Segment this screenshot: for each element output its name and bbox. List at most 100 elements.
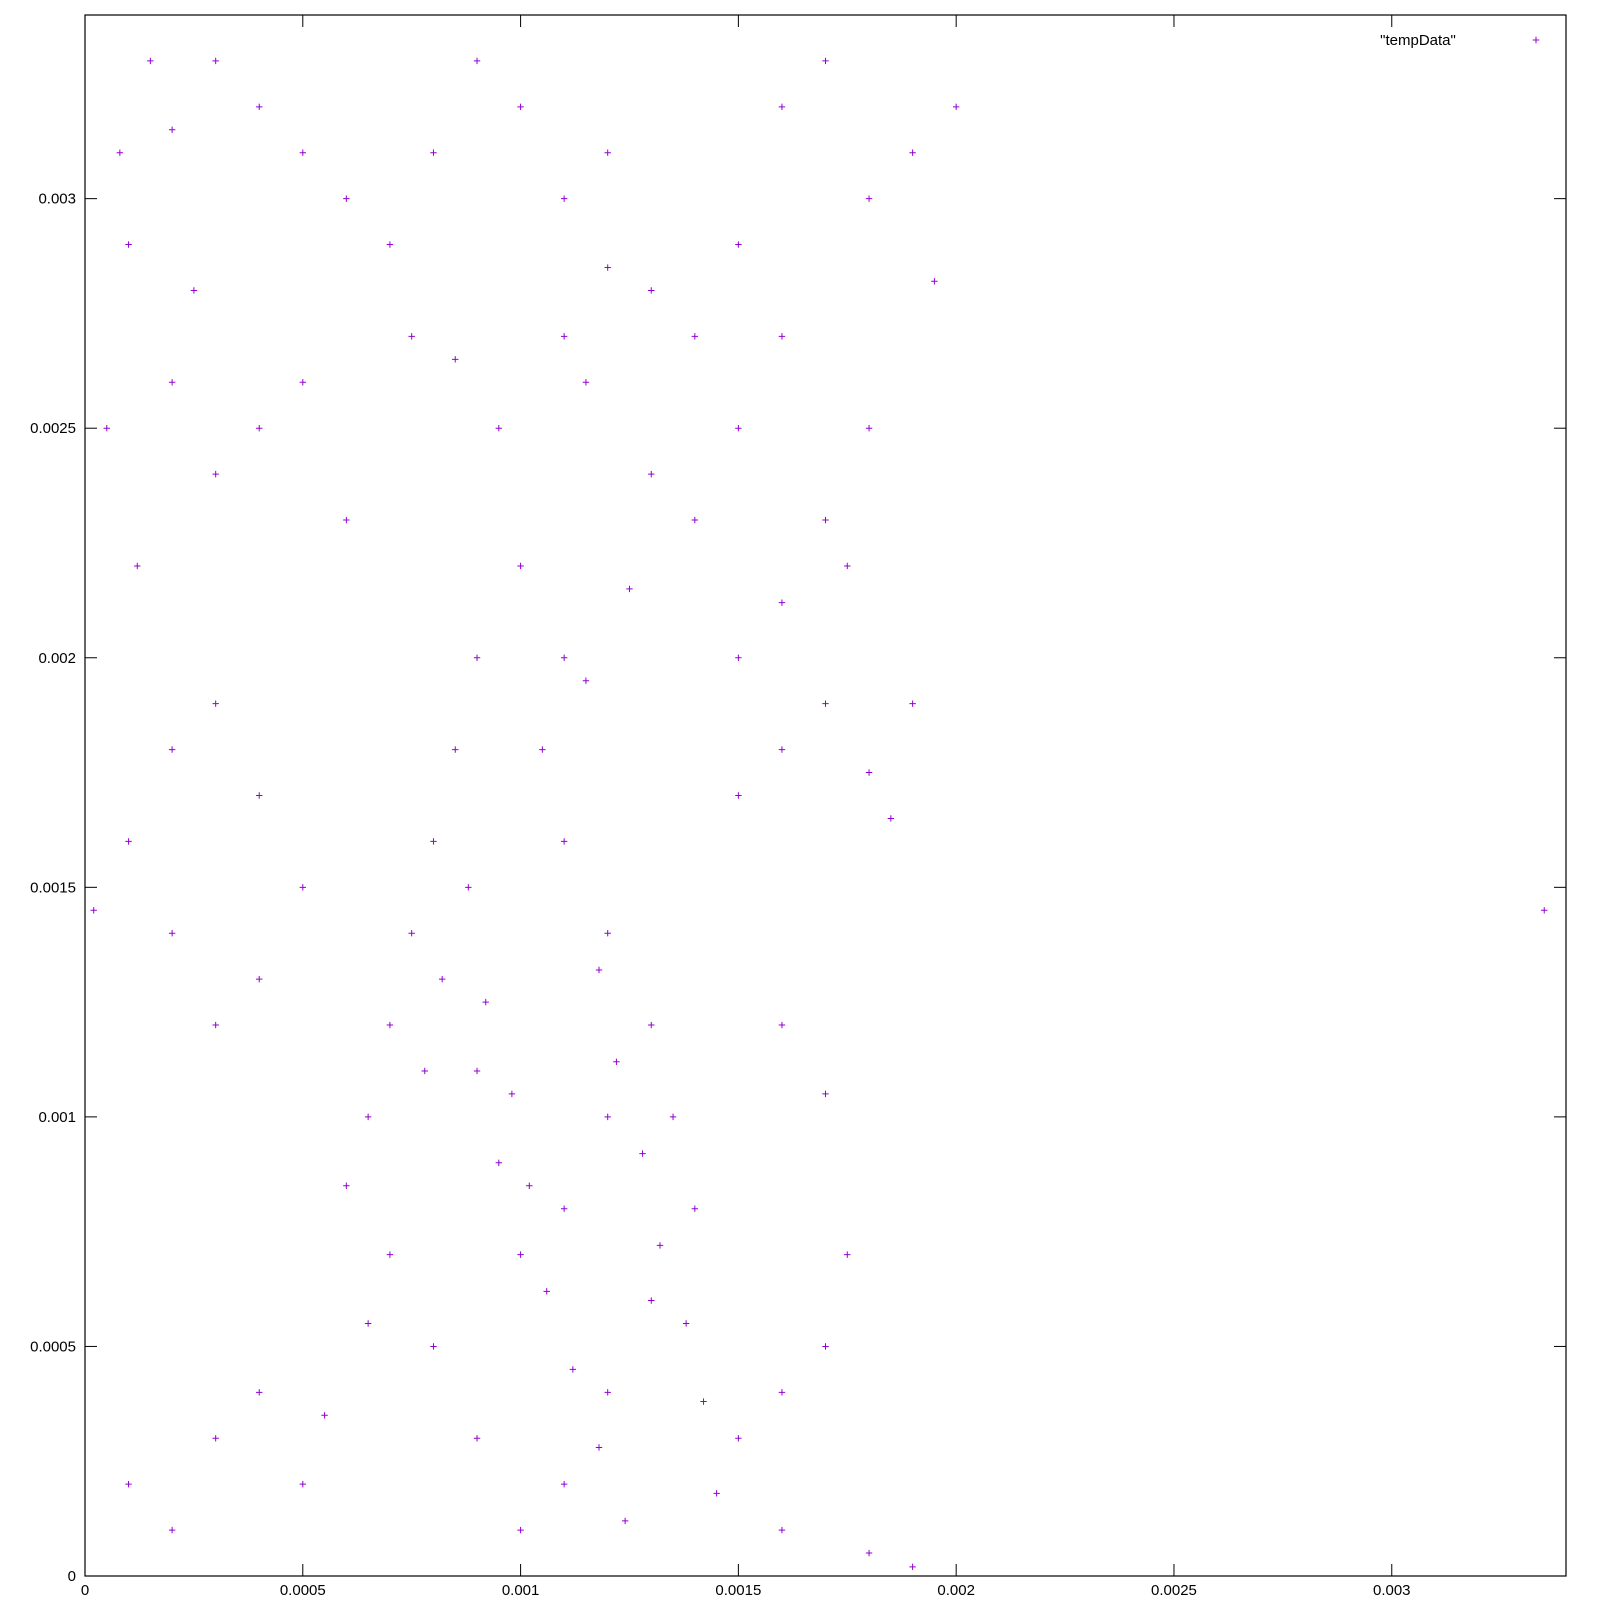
data-point xyxy=(735,792,742,799)
data-point xyxy=(256,425,263,432)
data-point xyxy=(90,907,97,914)
data-point xyxy=(648,1021,655,1029)
y-tick-label: 0 xyxy=(68,1568,76,1585)
data-point xyxy=(822,1343,829,1350)
x-tick-label: 0.0025 xyxy=(1151,1582,1197,1599)
data-point xyxy=(103,425,110,432)
data-point xyxy=(713,1490,720,1497)
data-point xyxy=(386,1251,394,1258)
data-point xyxy=(865,195,873,202)
y-tick-label: 0.003 xyxy=(38,191,76,208)
data-point xyxy=(669,1113,677,1121)
data-point xyxy=(517,562,524,570)
y-tick-label: 0.0025 xyxy=(30,420,76,437)
data-point xyxy=(952,103,960,111)
data-point xyxy=(560,1205,568,1212)
data-point xyxy=(604,149,611,156)
data-point xyxy=(526,1182,533,1189)
data-point xyxy=(560,838,568,845)
data-point xyxy=(256,792,263,799)
y-tick-label: 0.0015 xyxy=(30,879,76,896)
data-point xyxy=(125,838,132,845)
data-point xyxy=(582,677,590,684)
data-points xyxy=(90,57,1548,1571)
data-point xyxy=(560,195,568,202)
data-point xyxy=(125,241,132,248)
data-point xyxy=(517,1526,524,1534)
data-point xyxy=(778,599,786,606)
x-tick-label: 0.0005 xyxy=(280,1582,326,1599)
data-point xyxy=(844,1251,851,1258)
data-point xyxy=(408,333,415,340)
x-tick-label: 0.002 xyxy=(937,1582,975,1599)
data-point xyxy=(386,241,394,248)
data-point xyxy=(822,57,829,65)
data-point xyxy=(604,1389,611,1396)
y-tick-label: 0.002 xyxy=(38,650,76,667)
data-point xyxy=(452,746,459,753)
data-point xyxy=(822,700,829,707)
legend: "tempData" xyxy=(1380,32,1540,49)
data-point xyxy=(212,57,219,65)
data-point xyxy=(865,1549,873,1557)
data-point xyxy=(613,1058,620,1065)
data-point xyxy=(865,769,873,776)
data-point xyxy=(604,1113,611,1121)
data-point xyxy=(473,1067,481,1075)
data-point xyxy=(595,1444,603,1451)
data-point xyxy=(430,149,437,156)
data-point xyxy=(778,746,786,753)
data-point xyxy=(212,700,219,707)
data-point xyxy=(299,1480,306,1488)
data-point xyxy=(543,1288,550,1295)
x-tick-label: 0.003 xyxy=(1373,1582,1411,1599)
x-tick-label: 0.001 xyxy=(502,1582,540,1599)
data-point xyxy=(865,425,873,432)
data-point xyxy=(452,356,459,363)
data-point xyxy=(430,1343,437,1350)
data-point xyxy=(539,746,546,753)
data-point xyxy=(909,1563,916,1571)
data-point xyxy=(168,1526,176,1534)
data-point xyxy=(168,379,176,386)
data-point xyxy=(604,930,611,937)
data-point xyxy=(626,585,633,593)
data-point xyxy=(604,264,611,271)
data-point xyxy=(778,333,786,340)
data-point xyxy=(343,195,350,202)
data-point xyxy=(321,1412,328,1419)
data-point xyxy=(386,1021,394,1029)
data-point xyxy=(473,654,481,661)
data-point xyxy=(256,975,263,983)
data-point xyxy=(508,1090,516,1098)
data-point xyxy=(682,1320,690,1327)
data-point xyxy=(430,838,437,845)
data-point xyxy=(822,516,829,524)
data-point xyxy=(778,1526,786,1534)
data-point xyxy=(190,287,198,294)
data-point xyxy=(256,1389,263,1396)
data-point xyxy=(569,1366,577,1373)
data-point xyxy=(212,1021,219,1029)
data-point xyxy=(691,516,699,524)
data-point xyxy=(299,149,306,156)
data-point xyxy=(134,562,141,570)
data-point xyxy=(595,966,603,974)
data-point xyxy=(778,1021,786,1029)
data-point xyxy=(1541,907,1548,914)
data-point xyxy=(495,1159,503,1166)
data-point xyxy=(517,103,524,111)
data-point xyxy=(473,57,481,65)
y-tick-label: 0.0005 xyxy=(30,1338,76,1355)
data-point xyxy=(735,654,742,661)
data-point xyxy=(778,1389,786,1396)
data-point xyxy=(212,1435,219,1442)
data-point xyxy=(648,287,655,294)
data-point xyxy=(691,333,699,340)
data-point xyxy=(168,746,176,753)
data-point xyxy=(212,470,219,478)
data-point xyxy=(482,998,489,1006)
data-point xyxy=(560,333,568,340)
data-point xyxy=(735,1435,742,1442)
